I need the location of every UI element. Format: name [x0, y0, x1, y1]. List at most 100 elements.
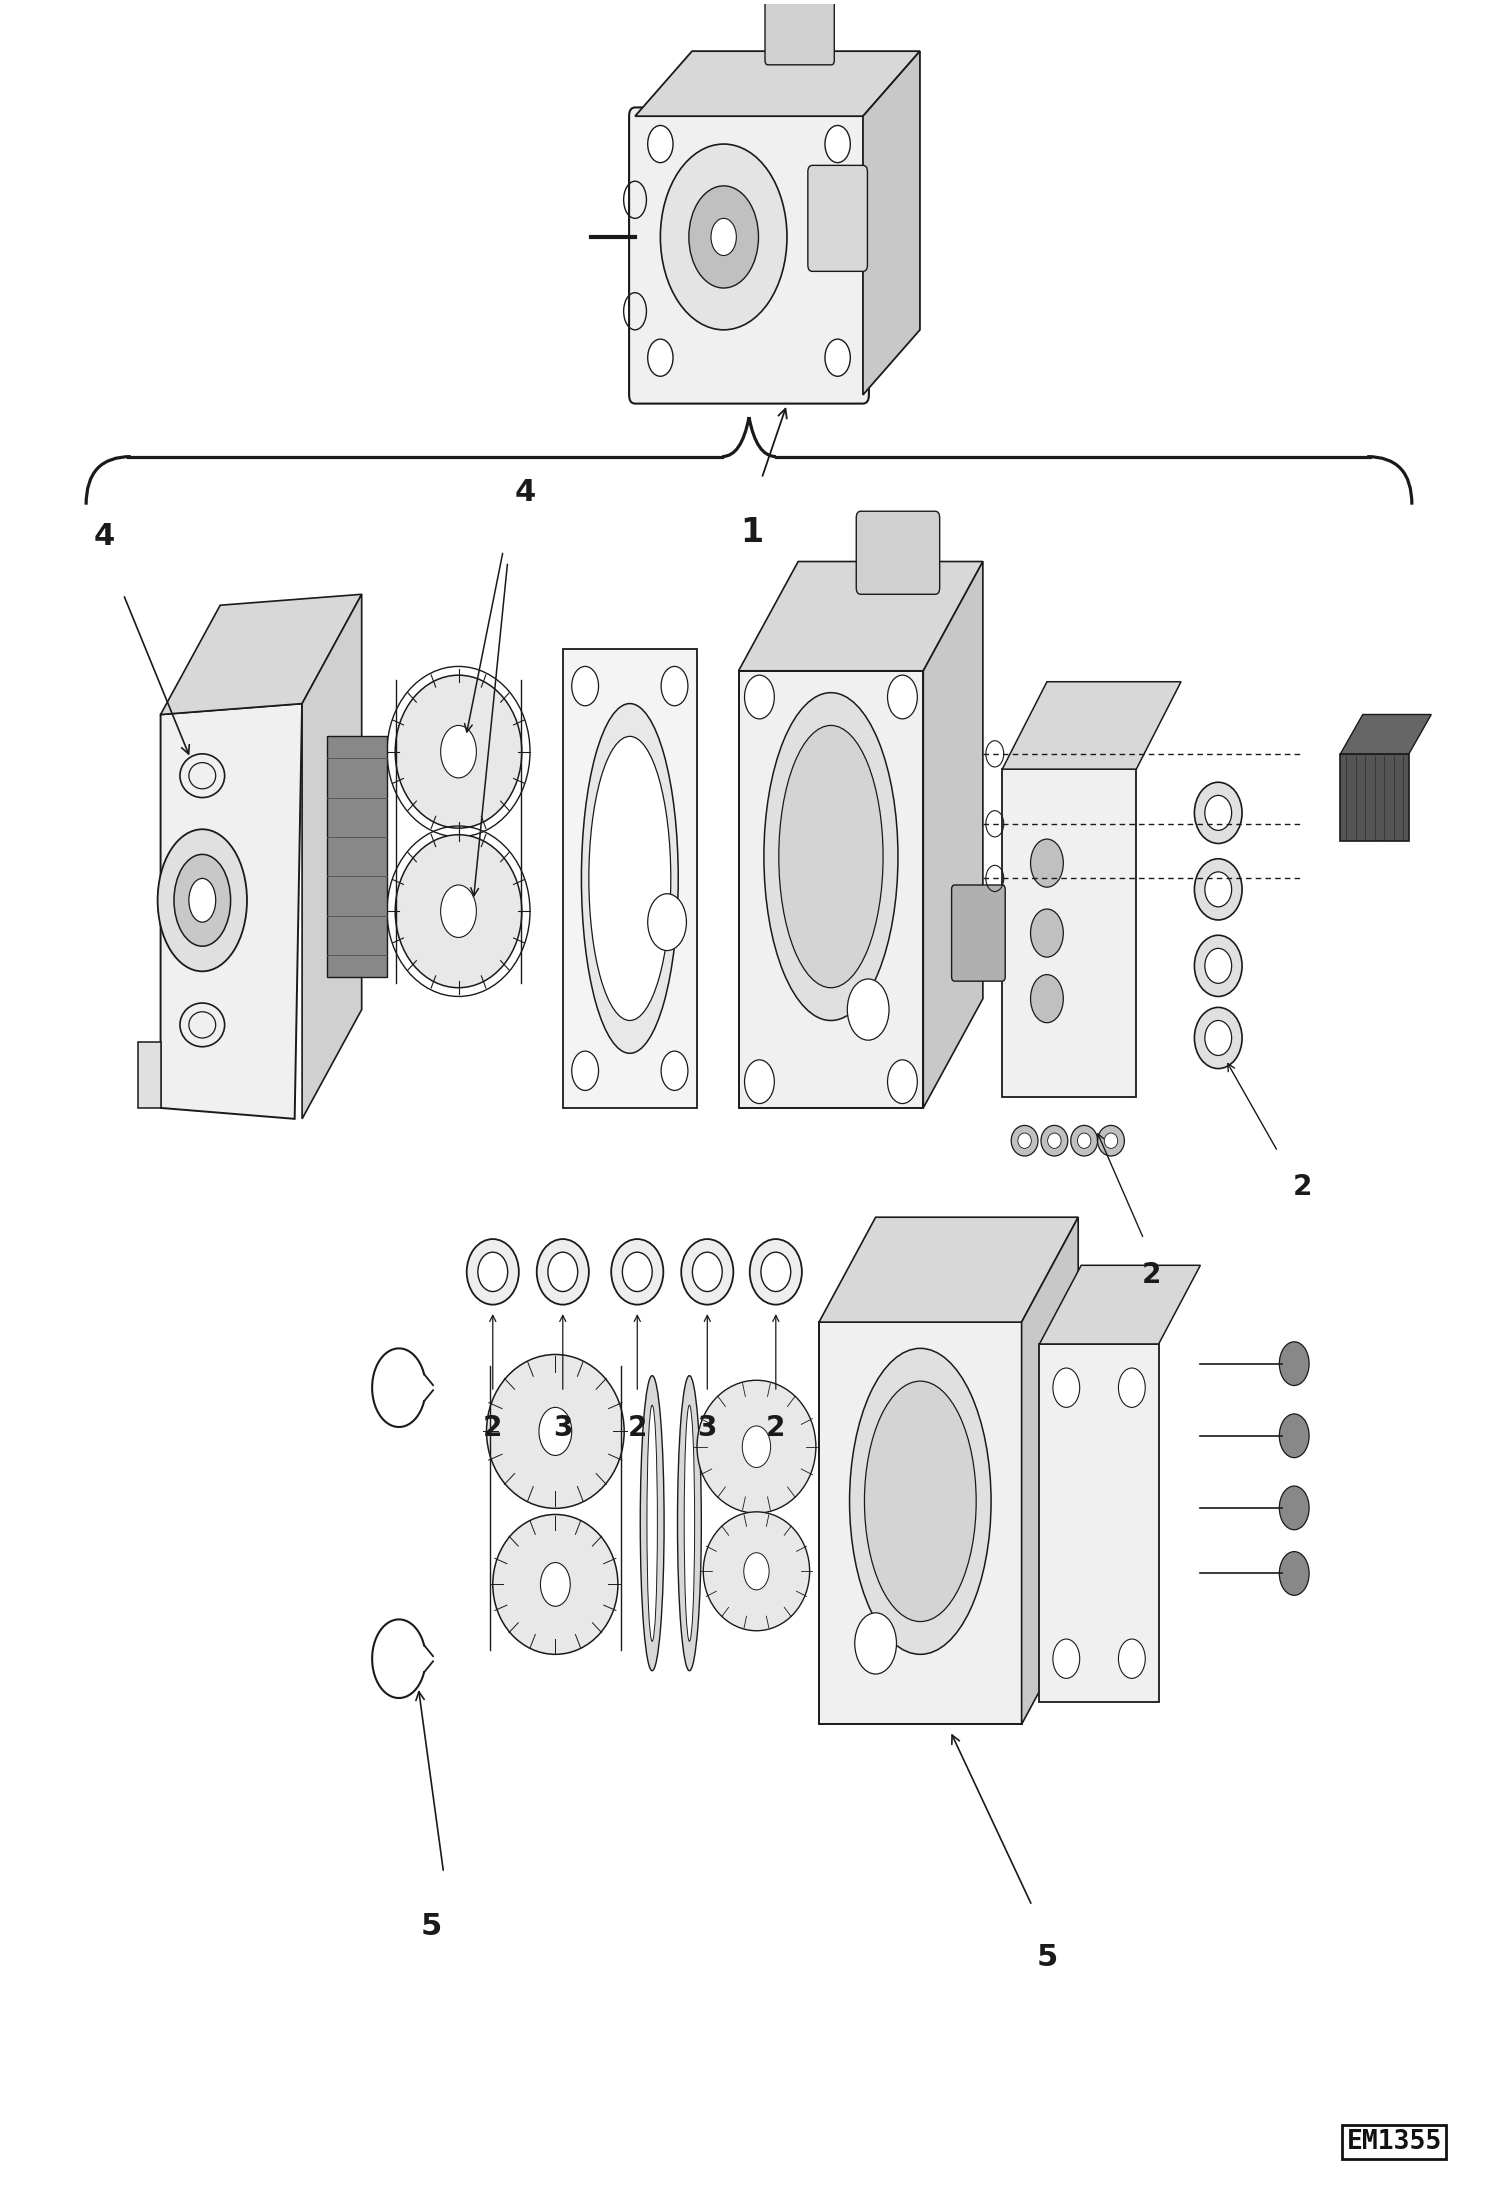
Circle shape [855, 1613, 896, 1674]
Text: 4: 4 [93, 522, 115, 551]
Polygon shape [1002, 682, 1180, 770]
Circle shape [572, 1051, 599, 1090]
Ellipse shape [697, 1380, 816, 1514]
Text: 2: 2 [1141, 1262, 1161, 1288]
Ellipse shape [1017, 1132, 1031, 1147]
Circle shape [661, 667, 688, 706]
Ellipse shape [189, 878, 216, 921]
Circle shape [745, 1060, 774, 1104]
Text: 3: 3 [698, 1413, 718, 1441]
Ellipse shape [1194, 858, 1242, 919]
Polygon shape [819, 1323, 1022, 1724]
Ellipse shape [611, 1240, 664, 1305]
Polygon shape [303, 595, 361, 1119]
Ellipse shape [467, 1240, 518, 1305]
Ellipse shape [779, 726, 882, 987]
Ellipse shape [692, 1253, 722, 1292]
Ellipse shape [1194, 1007, 1242, 1068]
Circle shape [572, 667, 599, 706]
Ellipse shape [174, 853, 231, 946]
Polygon shape [1040, 1345, 1158, 1703]
Circle shape [541, 1562, 571, 1606]
Ellipse shape [1204, 948, 1231, 983]
Ellipse shape [647, 1404, 658, 1641]
Circle shape [1119, 1639, 1146, 1678]
Polygon shape [1022, 1218, 1079, 1724]
Ellipse shape [478, 1253, 508, 1292]
Ellipse shape [157, 829, 247, 972]
Polygon shape [923, 562, 983, 1108]
Ellipse shape [1041, 1126, 1068, 1156]
Circle shape [887, 676, 917, 720]
Polygon shape [1040, 1266, 1200, 1345]
Polygon shape [563, 649, 697, 1108]
Circle shape [1031, 838, 1064, 886]
Ellipse shape [682, 1240, 734, 1305]
Circle shape [1279, 1413, 1309, 1457]
Text: 5: 5 [1037, 1944, 1058, 1972]
Circle shape [661, 1051, 688, 1090]
Circle shape [1279, 1343, 1309, 1384]
Ellipse shape [493, 1514, 617, 1654]
Text: 1: 1 [740, 516, 762, 548]
Ellipse shape [689, 186, 758, 287]
Circle shape [825, 125, 851, 162]
Text: 3: 3 [553, 1413, 572, 1441]
Polygon shape [739, 562, 983, 671]
Circle shape [440, 884, 476, 937]
Circle shape [1279, 1551, 1309, 1595]
Ellipse shape [1098, 1126, 1125, 1156]
Ellipse shape [1011, 1126, 1038, 1156]
Polygon shape [635, 50, 920, 116]
Ellipse shape [589, 737, 671, 1020]
Ellipse shape [1204, 796, 1231, 829]
Circle shape [539, 1406, 572, 1455]
Polygon shape [863, 50, 920, 395]
Ellipse shape [487, 1354, 625, 1507]
Ellipse shape [703, 1512, 809, 1630]
Circle shape [1053, 1369, 1080, 1406]
Polygon shape [1341, 715, 1431, 755]
Text: EM1355: EM1355 [1347, 2128, 1441, 2155]
Ellipse shape [849, 1349, 992, 1654]
Ellipse shape [661, 145, 786, 329]
Text: 2: 2 [628, 1413, 647, 1441]
Text: 2: 2 [765, 1413, 785, 1441]
Circle shape [887, 1060, 917, 1104]
Ellipse shape [712, 219, 737, 255]
Circle shape [440, 726, 476, 779]
Ellipse shape [536, 1240, 589, 1305]
Circle shape [745, 1553, 768, 1591]
Ellipse shape [864, 1382, 977, 1621]
Polygon shape [1002, 770, 1137, 1097]
Circle shape [825, 340, 851, 377]
Circle shape [647, 125, 673, 162]
Ellipse shape [1194, 783, 1242, 842]
Ellipse shape [749, 1240, 801, 1305]
Circle shape [745, 676, 774, 720]
Text: 5: 5 [421, 1913, 442, 1942]
Text: 2: 2 [482, 1413, 502, 1441]
Circle shape [1053, 1639, 1080, 1678]
Bar [1341, 755, 1410, 840]
Circle shape [1279, 1485, 1309, 1529]
Ellipse shape [640, 1376, 664, 1672]
Ellipse shape [1071, 1126, 1098, 1156]
Circle shape [647, 340, 673, 377]
FancyBboxPatch shape [629, 108, 869, 404]
Ellipse shape [1194, 935, 1242, 996]
Ellipse shape [395, 676, 521, 827]
Circle shape [1031, 908, 1064, 957]
Circle shape [1031, 974, 1064, 1022]
FancyBboxPatch shape [857, 511, 939, 595]
Ellipse shape [761, 1253, 791, 1292]
FancyBboxPatch shape [807, 165, 867, 272]
Ellipse shape [764, 693, 897, 1020]
Polygon shape [160, 595, 361, 715]
Circle shape [647, 893, 686, 950]
Text: 4: 4 [515, 478, 536, 507]
Ellipse shape [1077, 1132, 1091, 1147]
FancyBboxPatch shape [951, 884, 1005, 981]
Ellipse shape [677, 1376, 701, 1672]
Polygon shape [160, 704, 303, 1119]
